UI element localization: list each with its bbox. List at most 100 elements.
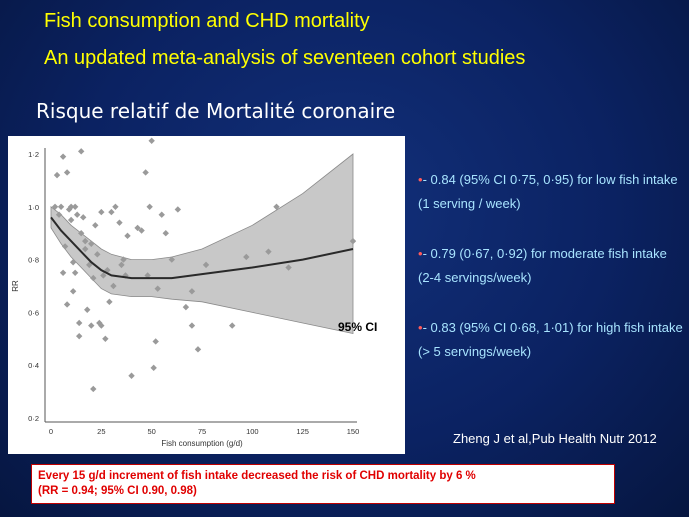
data-point xyxy=(265,248,272,255)
data-point xyxy=(168,256,175,263)
y-tick-label: 0·2 xyxy=(28,414,39,423)
data-point xyxy=(182,303,190,311)
data-point xyxy=(194,346,202,353)
callout-line-2: (RR = 0.94; 95% CI 0.90, 0.98) xyxy=(38,485,197,497)
data-point xyxy=(138,227,145,234)
data-point xyxy=(69,259,77,266)
y-tick-label: 0·6 xyxy=(28,308,39,317)
data-point xyxy=(82,237,89,245)
data-point xyxy=(150,364,157,372)
callout-line-1: Every 15 g/d increment of fish intake de… xyxy=(38,470,476,482)
data-point xyxy=(128,372,135,379)
data-point xyxy=(116,219,123,226)
data-point xyxy=(90,274,97,282)
ci-band xyxy=(50,153,354,334)
x-tick-label: 75 xyxy=(198,427,206,436)
bullet-high-intake: •- 0.83 (95% CI 0·68, 1·01) for high fis… xyxy=(418,316,684,364)
data-point xyxy=(61,243,69,250)
data-point xyxy=(59,153,67,160)
data-point xyxy=(51,203,59,210)
data-point xyxy=(78,148,85,155)
data-point xyxy=(78,230,85,237)
data-point xyxy=(73,211,81,218)
summary-callout: Every 15 g/d increment of fish intake de… xyxy=(31,464,615,504)
bullet-marker: • xyxy=(418,320,423,335)
data-point xyxy=(63,169,71,176)
data-point xyxy=(71,203,79,210)
ci-annotation: 95% CI xyxy=(338,320,377,334)
data-point xyxy=(349,237,357,245)
slide-title-line-2: An updated meta-analysis of seventeen co… xyxy=(44,47,526,69)
bullet-text: - 0.83 (95% CI 0·68, 1·01) for high fish… xyxy=(418,320,683,359)
fit-curve xyxy=(50,216,354,280)
data-point xyxy=(67,203,75,210)
data-point xyxy=(102,335,109,342)
data-point xyxy=(69,288,77,295)
slide-subtitle: Risque relatif de Mortalité coronaire xyxy=(36,99,396,123)
data-point xyxy=(53,171,61,179)
data-point xyxy=(71,269,79,276)
data-point xyxy=(100,272,107,279)
x-axis-ticks: 0 25 50 75 100 125 150 xyxy=(49,427,359,436)
data-point xyxy=(202,261,210,269)
result-bullets: •- 0.84 (95% CI 0·75, 0·95) for low fish… xyxy=(418,168,684,390)
bullet-moderate-intake: •- 0.79 (0·67, 0·92) for moderate fish i… xyxy=(418,242,684,290)
x-tick-label: 50 xyxy=(147,427,155,436)
data-point xyxy=(148,137,155,144)
data-point xyxy=(174,206,182,213)
x-tick-label: 25 xyxy=(97,427,105,436)
x-tick-label: 150 xyxy=(347,427,360,436)
data-point xyxy=(65,206,73,213)
data-point xyxy=(80,214,87,221)
slide-title: Fish consumption and CHD mortality xyxy=(44,10,370,32)
y-tick-label: 0·4 xyxy=(28,361,39,370)
data-point xyxy=(120,256,127,263)
bullet-marker: • xyxy=(418,246,423,261)
data-point xyxy=(86,261,93,269)
data-point xyxy=(110,282,117,290)
bullet-marker: • xyxy=(418,172,423,187)
bullet-text: - 0.84 (95% CI 0·75, 0·95) for low fish … xyxy=(418,172,678,211)
data-point xyxy=(55,211,63,218)
x-axis-label: Fish consumption (g/d) xyxy=(161,439,243,448)
data-point xyxy=(90,385,97,393)
y-axis-label: RR xyxy=(11,280,20,292)
data-point xyxy=(92,222,99,229)
data-point xyxy=(146,203,153,210)
rr-scatter-chart: 0 25 50 75 100 125 150 0·2 0·4 0·6 0·8 1·0 1·2 Fish… xyxy=(11,137,377,448)
data-point xyxy=(162,230,169,237)
data-point xyxy=(67,216,75,224)
data-point xyxy=(98,208,105,216)
data-point xyxy=(106,298,113,306)
data-point xyxy=(98,322,105,329)
data-point xyxy=(285,264,292,271)
data-point xyxy=(158,211,165,218)
y-tick-label: 0·8 xyxy=(28,256,39,265)
data-point xyxy=(118,261,125,269)
data-point xyxy=(75,332,83,340)
data-point xyxy=(188,322,196,329)
data-point xyxy=(134,224,141,232)
data-point xyxy=(142,169,149,176)
bullet-text: - 0.79 (0·67, 0·92) for moderate fish in… xyxy=(418,246,667,285)
x-tick-label: 0 xyxy=(49,427,53,436)
data-point xyxy=(84,306,91,313)
data-point xyxy=(82,245,89,253)
data-point xyxy=(112,203,119,210)
citation: Zheng J et al,Pub Health Nutr 2012 xyxy=(453,431,657,446)
x-tick-label: 125 xyxy=(296,427,309,436)
data-point xyxy=(75,319,83,327)
data-point xyxy=(229,322,236,329)
data-point xyxy=(63,301,71,308)
chart-panel: 0 25 50 75 100 125 150 0·2 0·4 0·6 0·8 1·0 1·2 Fish… xyxy=(8,136,405,454)
data-point xyxy=(59,269,67,276)
y-axis-ticks: 0·2 0·4 0·6 0·8 1·0 1·2 xyxy=(28,150,39,423)
data-point xyxy=(88,240,95,247)
data-point xyxy=(188,288,196,295)
bullet-low-intake: •- 0.84 (95% CI 0·75, 0·95) for low fish… xyxy=(418,168,684,216)
data-point xyxy=(152,338,159,345)
data-point xyxy=(273,203,280,210)
data-point xyxy=(108,208,115,216)
data-point xyxy=(122,272,129,279)
data-point xyxy=(94,251,101,258)
